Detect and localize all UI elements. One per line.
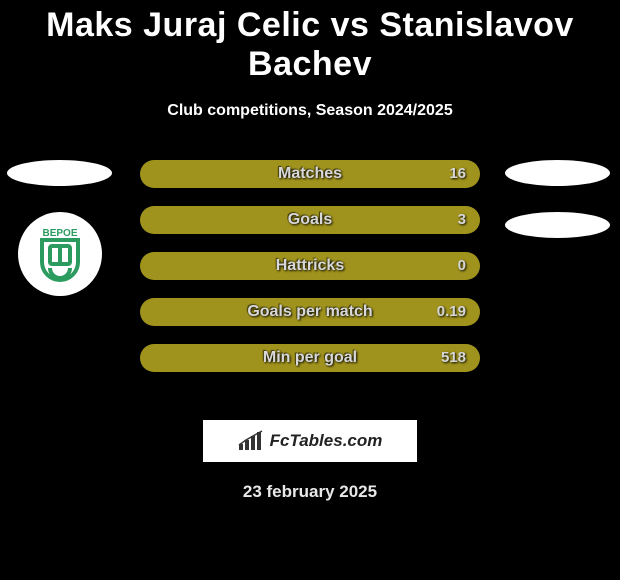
stat-bar-value: 0 [458,252,466,280]
stat-bar: Matches16 [140,160,480,188]
brand-text: FcTables.com [270,431,383,451]
bar-chart-icon [238,430,264,452]
stat-bar-value: 0.19 [437,298,466,326]
stat-bar-fill [140,298,480,326]
svg-text:BEPOE: BEPOE [42,228,77,239]
page-title: Maks Juraj Celic vs Stanislavov Bachev [0,6,620,84]
stat-bars: Matches16 Goals3 Hattricks0 Goals per match… [140,160,480,390]
stat-bar-value: 3 [458,206,466,234]
player-icon-right-2 [505,212,610,238]
date-text: 23 february 2025 [0,482,620,502]
stat-bar: Goals3 [140,206,480,234]
stat-bar-fill [140,252,480,280]
stat-bar-fill [140,206,480,234]
stat-bar-fill [140,344,480,372]
stat-bar-fill [140,160,480,188]
club-logo-icon: BEPOE [28,222,92,286]
stat-bar-value: 16 [449,160,466,188]
brand-box: FcTables.com [203,420,417,462]
stat-bar: Goals per match0.19 [140,298,480,326]
stat-bar-value: 518 [441,344,466,372]
player-icon-right-1 [505,160,610,186]
club-badge: BEPOE [18,212,102,296]
stat-bar: Hattricks0 [140,252,480,280]
player-icon-left-1 [7,160,112,186]
subtitle: Club competitions, Season 2024/2025 [0,102,620,120]
stat-bar: Min per goal518 [140,344,480,372]
